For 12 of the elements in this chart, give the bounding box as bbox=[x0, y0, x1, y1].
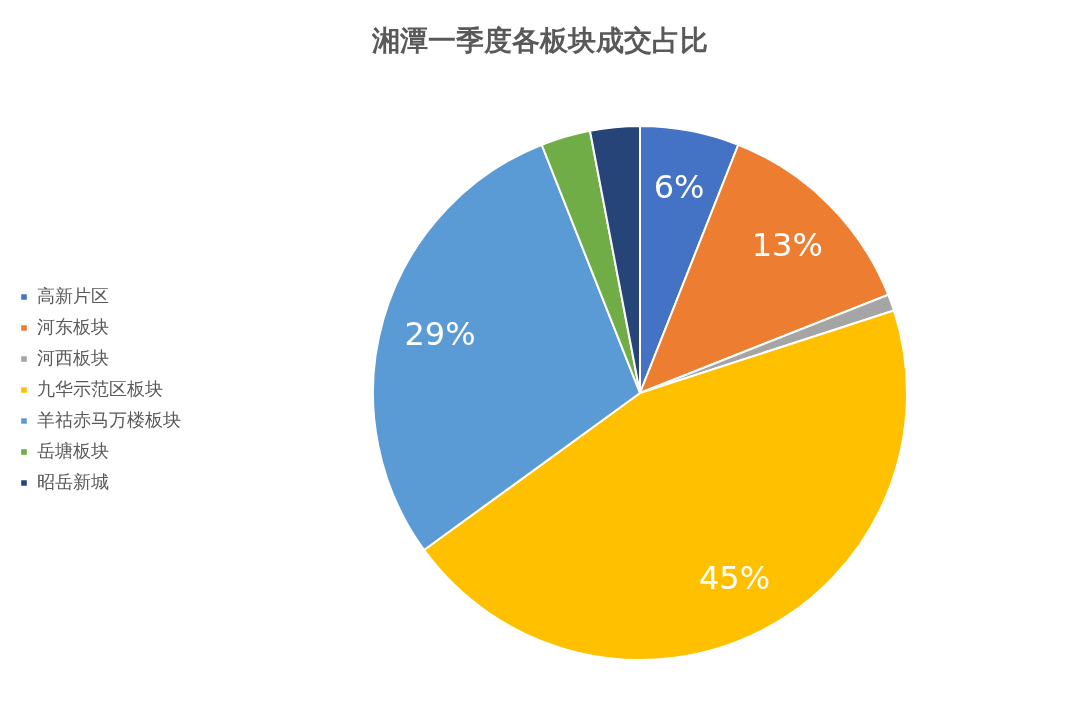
legend-label: 岳塘板块 bbox=[37, 440, 109, 461]
data-label: 6% bbox=[653, 168, 705, 207]
legend-label: 高新片区 bbox=[37, 285, 109, 306]
legend-label: 九华示范区板块 bbox=[37, 378, 163, 399]
data-label: 13% bbox=[751, 225, 823, 264]
legend-label: 河东板块 bbox=[37, 316, 109, 337]
legend-label: 昭岳新城 bbox=[37, 471, 109, 492]
data-label: 45% bbox=[698, 558, 771, 597]
legend-label: 河西板块 bbox=[37, 347, 109, 368]
legend-label: 羊祜赤马万楼板块 bbox=[37, 409, 181, 430]
data-label: 29% bbox=[404, 314, 476, 353]
chart-title: 湘潭一季度各板块成交占比 bbox=[371, 24, 708, 57]
